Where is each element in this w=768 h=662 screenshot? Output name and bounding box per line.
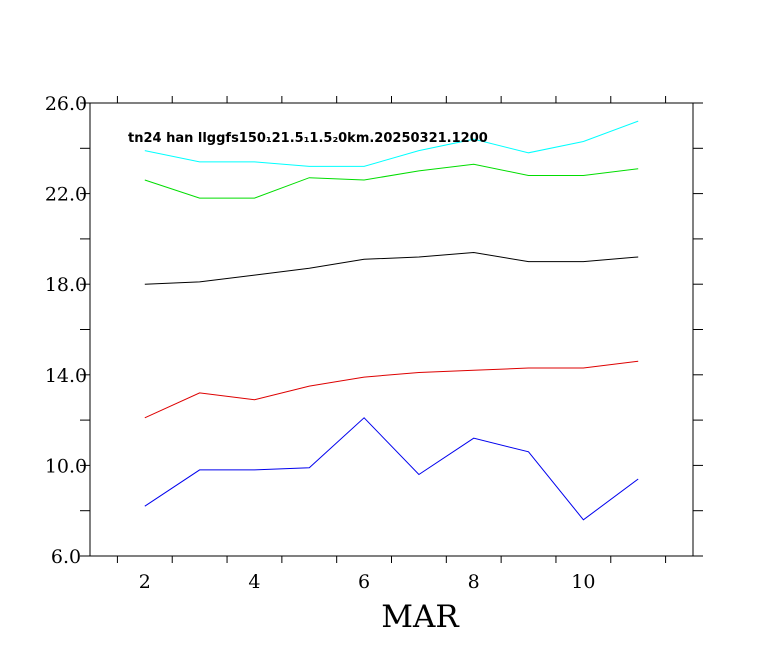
series-line-4 <box>144 360 639 419</box>
chart-title: tn24 han llggfs150₁21.5₁1.5₂0km.20250321… <box>128 131 488 146</box>
axis-labels: 6.0 10.0 14.0 18.0 22.0 26.0 2 4 6 8 10 <box>45 93 596 593</box>
series-line-1 <box>144 120 639 167</box>
series-layer <box>144 120 639 521</box>
series-line-3 <box>144 251 639 285</box>
y-tick-label: 6.0 <box>51 546 81 568</box>
y-tick-label: 26.0 <box>45 93 87 115</box>
series-line-2 <box>144 163 639 199</box>
y-tick-label: 14.0 <box>45 365 87 387</box>
y-tick-label: 18.0 <box>45 274 87 296</box>
x-axis-title: MAR <box>381 599 460 635</box>
x-tick-label: 10 <box>571 571 595 593</box>
y-tick-label: 22.0 <box>45 184 87 206</box>
series-line-5 <box>144 417 639 521</box>
x-tick-label: 2 <box>139 571 151 593</box>
x-tick-label: 6 <box>358 571 370 593</box>
y-tick-label: 10.0 <box>45 455 87 477</box>
x-tick-label: 8 <box>468 571 480 593</box>
plot-frame <box>89 102 694 557</box>
x-tick-label: 4 <box>248 571 260 593</box>
axis-ticks <box>80 96 703 563</box>
